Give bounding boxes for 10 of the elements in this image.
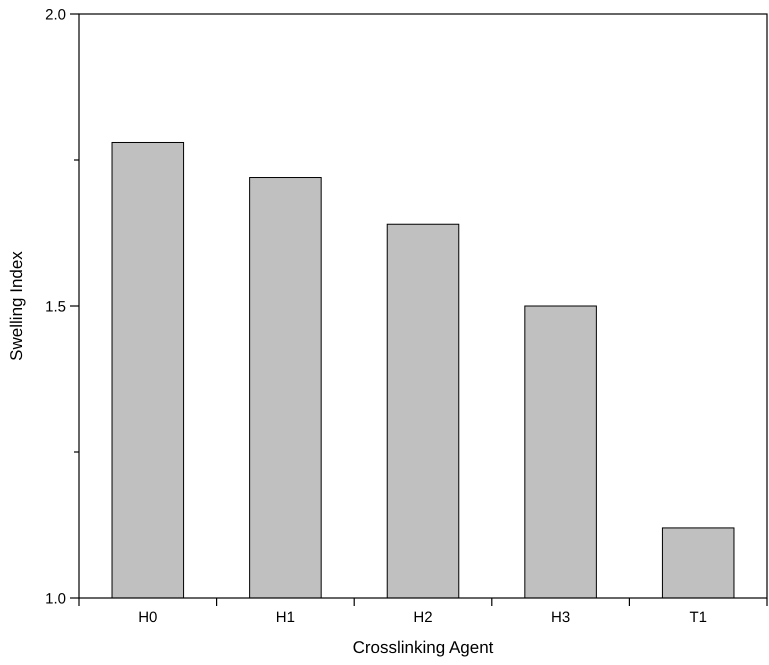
- y-tick-label: 1.0: [45, 590, 66, 608]
- x-tick-label: H2: [413, 609, 433, 626]
- y-tick-label: 2.0: [45, 6, 66, 24]
- x-tick-label: H0: [138, 609, 158, 626]
- y-tick-label: 1.5: [45, 298, 66, 316]
- x-tick-label: H3: [551, 609, 570, 626]
- x-tick-label: H1: [276, 609, 295, 626]
- y-axis-title: Swelling Index: [7, 250, 26, 361]
- x-tick-label: T1: [689, 609, 707, 626]
- x-axis-title: Crosslinking Agent: [352, 638, 494, 657]
